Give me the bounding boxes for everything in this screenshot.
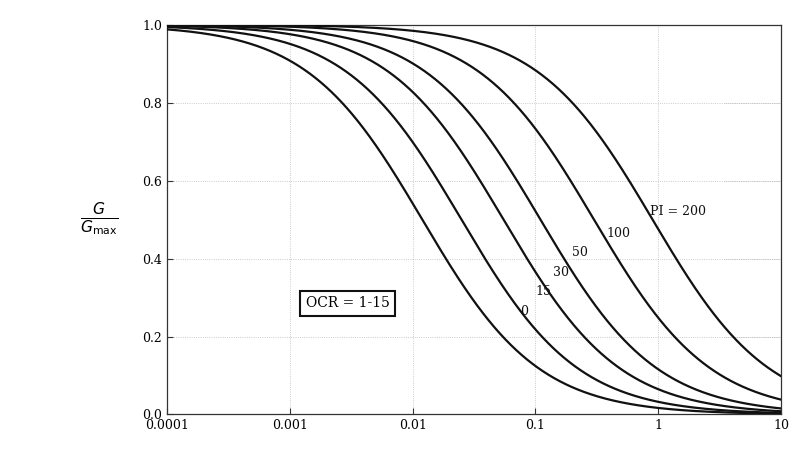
Text: 100: 100 — [605, 227, 630, 240]
Text: $\frac{G}{G_{\mathrm{max}}}$: $\frac{G}{G_{\mathrm{max}}}$ — [80, 201, 118, 238]
Text: OCR = 1-15: OCR = 1-15 — [305, 296, 389, 310]
Text: 30: 30 — [552, 266, 569, 279]
Text: 15: 15 — [535, 285, 551, 298]
Text: 0: 0 — [520, 305, 528, 318]
Text: PI = 200: PI = 200 — [649, 206, 705, 218]
Text: 50: 50 — [572, 246, 588, 259]
